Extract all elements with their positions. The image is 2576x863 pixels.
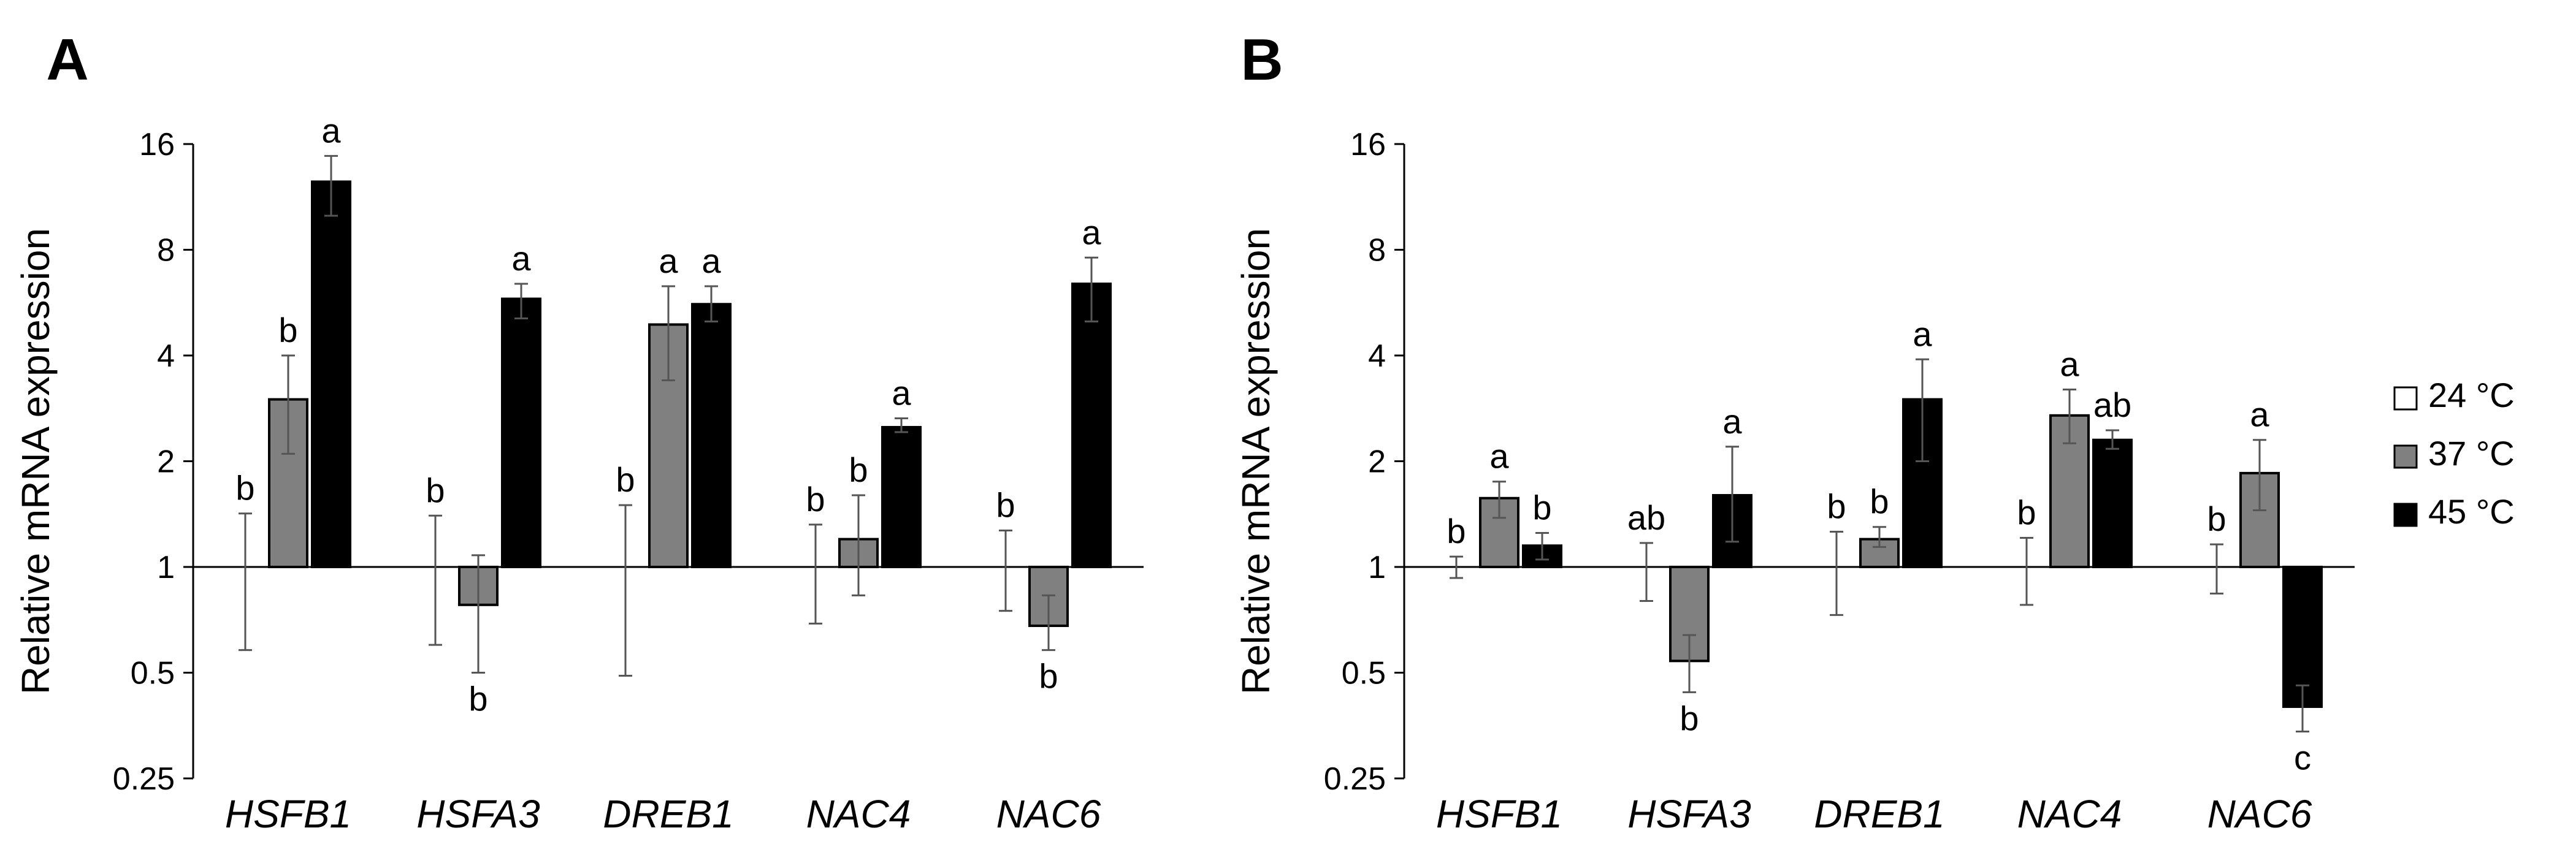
significance-letter: c — [2294, 738, 2311, 777]
significance-letter: b — [2017, 493, 2036, 532]
significance-letter: a — [2250, 395, 2269, 434]
legend-label: 45 °C — [2428, 492, 2515, 531]
y-axis-title: Relative mRNA expression — [13, 228, 58, 694]
significance-letter: b — [1827, 487, 1846, 525]
bar — [2092, 438, 2133, 568]
legend-swatch — [2393, 503, 2418, 527]
bar — [881, 425, 922, 568]
chart-panel-a: A Relative mRNA expression 0.25 0.5 1 2 4 8 16 HS… — [13, 27, 1144, 836]
significance-letter: a — [321, 111, 341, 150]
y-tick-label: 2 — [1368, 444, 1386, 480]
significance-letter: b — [996, 486, 1015, 525]
legend-swatch — [2393, 386, 2418, 411]
significance-letter: a — [701, 241, 721, 280]
significance-letter: b — [806, 480, 825, 519]
significance-letter: b — [1870, 482, 1889, 521]
legend: 24 °C 37 °C 45 °C — [2393, 376, 2515, 531]
x-tick-label: HSFA3 — [416, 792, 540, 836]
y-tick-label: 8 — [157, 233, 175, 268]
significance-letter: a — [1722, 402, 1742, 441]
x-tick-label: HSFB1 — [1436, 792, 1562, 836]
x-tick-label: HSFB1 — [225, 792, 351, 836]
significance-letter: a — [1082, 213, 1101, 251]
legend-swatch — [2393, 444, 2418, 469]
chart-panel-b: B Relative mRNA expression 0.25 0.5 1 2 4 8 16 HS… — [1234, 27, 2355, 836]
x-tick-label: NAC4 — [806, 792, 911, 836]
legend-label: 24 °C — [2428, 376, 2515, 414]
significance-letter: b — [1532, 488, 1551, 527]
y-tick-label: 4 — [1368, 338, 1386, 374]
significance-letter: b — [278, 311, 297, 349]
significance-letter: a — [1489, 437, 1509, 476]
y-tick-label: 0.25 — [1324, 761, 1386, 797]
significance-letter: b — [616, 460, 635, 499]
y-tick-label: 16 — [139, 127, 175, 162]
panel-label: B — [1240, 27, 1283, 93]
legend-label: 37 °C — [2428, 434, 2515, 473]
y-tick-label: 1 — [1368, 550, 1386, 585]
x-tick-label: DREB1 — [1814, 792, 1944, 836]
y-tick-label: 2 — [157, 444, 175, 480]
panel-label: A — [46, 27, 88, 93]
y-tick-label: 8 — [1368, 233, 1386, 268]
significance-letter: b — [468, 680, 487, 718]
significance-letter: b — [849, 451, 868, 489]
y-tick-label: 0.5 — [1342, 656, 1386, 691]
x-tick-label: HSFA3 — [1627, 792, 1751, 836]
significance-letter: b — [1447, 512, 1466, 550]
y-tick-label: 0.5 — [131, 656, 175, 691]
bar — [1071, 283, 1112, 568]
significance-letter: a — [659, 241, 678, 280]
x-tick-label: NAC6 — [2207, 792, 2312, 836]
x-tick-label: NAC6 — [996, 792, 1101, 836]
y-tick-label: 1 — [157, 550, 175, 585]
significance-letter: a — [1913, 314, 1932, 353]
significance-letter: ab — [2093, 386, 2131, 424]
y-tick-label: 0.25 — [113, 761, 175, 797]
bar — [2282, 566, 2323, 709]
significance-letter: a — [892, 373, 911, 412]
y-axis-title: Relative mRNA expression — [1234, 228, 1278, 694]
significance-letter: a — [511, 239, 531, 278]
y-tick-label: 4 — [157, 338, 175, 374]
x-tick-label: NAC4 — [2017, 792, 2122, 836]
significance-letter: b — [1680, 699, 1699, 737]
bar — [501, 297, 541, 568]
bar — [311, 180, 351, 568]
y-tick-label: 16 — [1350, 127, 1386, 162]
bar — [691, 303, 732, 568]
significance-letter: b — [1039, 657, 1058, 696]
x-tick-label: DREB1 — [603, 792, 733, 836]
significance-letter: b — [426, 471, 445, 509]
significance-letter: b — [2207, 500, 2226, 538]
significance-letter: ab — [1627, 498, 1665, 537]
significance-letter: a — [2060, 345, 2079, 384]
significance-letter: b — [235, 469, 254, 508]
